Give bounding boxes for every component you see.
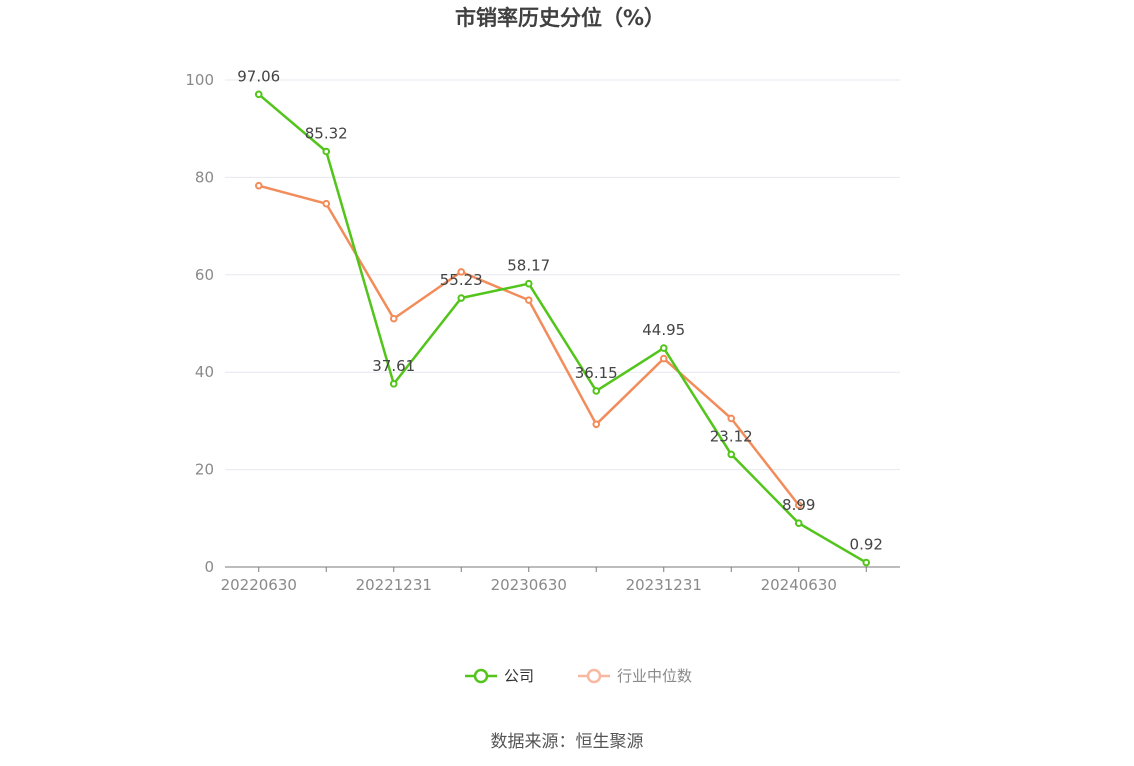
data-point-industry-median[interactable] bbox=[389, 314, 398, 323]
legend-item-industry-median[interactable]: 行业中位数 bbox=[578, 667, 692, 685]
legend-item-company[interactable]: 公司 bbox=[465, 667, 534, 685]
data-point-industry-median[interactable] bbox=[322, 199, 331, 208]
y-tick-label: 100 bbox=[185, 71, 214, 89]
data-point-company[interactable] bbox=[794, 519, 803, 528]
legend-marker-icon bbox=[473, 668, 489, 684]
data-point-company[interactable] bbox=[322, 147, 331, 156]
x-tick-label: 20230630 bbox=[491, 576, 567, 594]
data-label: 0.92 bbox=[850, 536, 883, 554]
data-point-industry-median[interactable] bbox=[727, 414, 736, 423]
data-point-company[interactable] bbox=[254, 90, 263, 99]
data-label: 37.61 bbox=[372, 357, 415, 375]
y-tick-label: 40 bbox=[195, 363, 214, 381]
series-lines bbox=[254, 90, 871, 567]
data-labels: 97.06 85.32 37.61 55.23 58.17 36.15 44.95 23.12… bbox=[237, 67, 883, 553]
y-tick-label: 0 bbox=[204, 558, 214, 576]
data-point-company[interactable] bbox=[457, 294, 466, 302]
y-tick-label: 80 bbox=[195, 168, 214, 186]
y-tick-label: 20 bbox=[195, 461, 214, 479]
source-text: 数据来源：恒生聚源 bbox=[491, 732, 644, 752]
series-line-industry-median bbox=[258, 184, 800, 506]
data-label: 44.95 bbox=[642, 321, 685, 339]
legend[interactable]: 公司 行业中位数 bbox=[465, 667, 692, 685]
x-tick-label: 20221231 bbox=[356, 576, 432, 594]
grid-lines bbox=[225, 79, 900, 471]
data-point-company[interactable] bbox=[862, 558, 871, 567]
legend-label: 公司 bbox=[504, 667, 534, 685]
y-tick-label: 60 bbox=[195, 266, 214, 284]
x-tick-label: 20220630 bbox=[221, 576, 297, 594]
data-point-company[interactable] bbox=[389, 380, 398, 388]
data-label: 8.99 bbox=[782, 496, 815, 514]
data-point-company[interactable] bbox=[592, 387, 601, 395]
data-label: 55.23 bbox=[440, 271, 483, 289]
x-tick-label: 20231231 bbox=[626, 576, 702, 594]
data-point-industry-median[interactable] bbox=[457, 268, 466, 276]
data-label: 23.12 bbox=[710, 427, 753, 445]
data-point-company[interactable] bbox=[659, 344, 668, 352]
data-point-industry-median[interactable] bbox=[794, 501, 803, 509]
legend-marker-icon bbox=[586, 668, 602, 684]
series-line-company bbox=[257, 93, 867, 564]
data-point-industry-median[interactable] bbox=[254, 181, 263, 190]
chart-title: 市销率历史分位（%） bbox=[455, 6, 665, 30]
data-point-company[interactable] bbox=[727, 450, 736, 459]
data-label: 97.06 bbox=[237, 67, 280, 85]
data-point-industry-median[interactable] bbox=[524, 296, 533, 304]
data-point-company[interactable] bbox=[524, 279, 533, 288]
data-label: 58.17 bbox=[507, 257, 550, 275]
axes: 0 20 40 60 80 100 20220630 20221231 20230630 2023… bbox=[185, 71, 900, 594]
data-point-industry-median[interactable] bbox=[659, 354, 668, 363]
x-tick-label: 20240630 bbox=[761, 576, 837, 594]
legend-label: 行业中位数 bbox=[617, 667, 692, 685]
data-point-industry-median[interactable] bbox=[592, 420, 601, 429]
data-label: 85.32 bbox=[305, 124, 348, 142]
data-label: 36.15 bbox=[575, 364, 618, 382]
